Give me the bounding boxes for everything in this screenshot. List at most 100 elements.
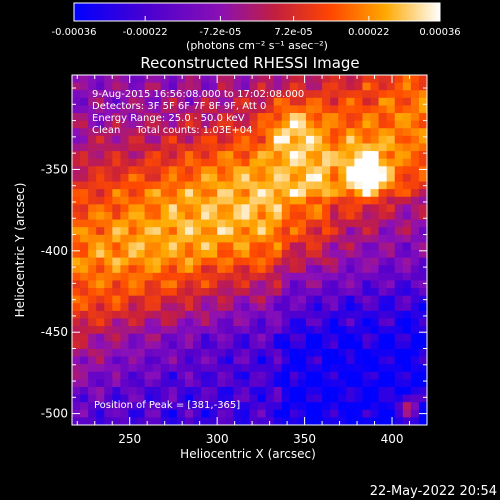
heatmap-cell <box>104 250 113 259</box>
heatmap-cell <box>104 295 113 304</box>
heatmap-cell <box>394 151 404 160</box>
heatmap-cell <box>322 402 331 411</box>
heatmap-cell <box>257 120 267 129</box>
heatmap-cell <box>386 105 396 114</box>
heatmap-cell <box>80 409 89 418</box>
heatmap-cell <box>322 303 331 312</box>
heatmap-cell <box>128 151 138 160</box>
heatmap-cell <box>297 90 307 99</box>
heatmap-cell <box>72 295 81 304</box>
heatmap-cell <box>128 173 138 183</box>
heatmap-cell <box>265 250 275 259</box>
heatmap-cell <box>209 135 218 145</box>
heatmap-cell <box>201 128 210 137</box>
heatmap-cell <box>184 326 194 335</box>
heatmap-cell <box>402 402 412 411</box>
heatmap-cell <box>217 242 226 251</box>
heatmap-cell <box>370 394 380 403</box>
heatmap-cell <box>209 280 218 289</box>
heatmap-cell <box>241 288 251 297</box>
heatmap-cell <box>225 181 234 190</box>
heatmap-cell <box>233 120 243 129</box>
heatmap-cell <box>330 90 339 99</box>
heatmap-cell <box>225 120 234 129</box>
heatmap-cell <box>201 219 210 228</box>
heatmap-cell <box>394 394 404 403</box>
heatmap-cell <box>217 173 226 183</box>
heatmap-cell <box>410 250 420 259</box>
heatmap-cell <box>297 386 307 396</box>
heatmap-cell <box>402 341 412 350</box>
heatmap-cell <box>418 113 427 122</box>
heatmap-cell <box>120 318 130 327</box>
heatmap-cell <box>233 356 243 365</box>
heatmap-cell <box>346 120 355 129</box>
heatmap-cell <box>201 310 210 320</box>
heatmap-cell <box>370 82 380 91</box>
heatmap-cell <box>257 166 267 175</box>
heatmap-cell <box>370 90 380 99</box>
heatmap-cell <box>289 295 299 304</box>
heatmap-cell <box>418 181 427 190</box>
heatmap-cell <box>305 97 315 107</box>
heatmap-cell <box>241 394 251 403</box>
heatmap-cell <box>233 250 243 259</box>
heatmap-cell <box>354 120 364 129</box>
heatmap-cell <box>289 158 299 167</box>
heatmap-cell <box>201 211 210 221</box>
heatmap-cell <box>314 288 323 297</box>
heatmap-cell <box>225 303 234 312</box>
heatmap-cell <box>80 303 89 312</box>
heatmap-cell <box>370 242 380 251</box>
heatmap-cell <box>354 272 364 282</box>
heatmap-cell <box>322 250 331 259</box>
heatmap-cell <box>168 265 178 274</box>
heatmap-cell <box>386 189 396 198</box>
heatmap-cell <box>314 402 323 411</box>
heatmap-cell <box>402 234 412 243</box>
heatmap-cell <box>241 348 251 358</box>
heatmap-cell <box>273 166 283 175</box>
heatmap-cell <box>305 189 315 198</box>
heatmap-cell <box>289 143 299 152</box>
heatmap-cell <box>152 371 162 380</box>
heatmap-cell <box>184 333 194 342</box>
heatmap-cell <box>80 75 89 84</box>
heatmap-cell <box>72 120 81 129</box>
heatmap-cell <box>120 250 130 259</box>
y-tick-label: -500 <box>41 407 68 421</box>
heatmap-cell <box>209 120 218 129</box>
heatmap-cell <box>410 295 420 304</box>
heatmap-cell <box>144 219 154 228</box>
heatmap-cell <box>88 189 97 198</box>
heatmap-cell <box>80 204 89 213</box>
heatmap-cell <box>88 257 97 266</box>
heatmap-cell <box>402 211 412 221</box>
heatmap-cell <box>338 219 347 228</box>
heatmap-cell <box>193 386 202 396</box>
heatmap-cell <box>289 379 299 388</box>
heatmap-cell <box>305 257 315 266</box>
heatmap-cell <box>338 295 347 304</box>
heatmap-cell <box>152 356 162 365</box>
heatmap-cell <box>281 75 291 84</box>
heatmap-cell <box>394 227 404 236</box>
heatmap-cell <box>217 120 226 129</box>
heatmap-cell <box>104 333 113 342</box>
heatmap-cell <box>168 143 178 152</box>
heatmap-cell <box>225 196 234 205</box>
heatmap-cell <box>305 356 315 365</box>
heatmap-cell <box>176 265 186 274</box>
heatmap-cell <box>80 371 89 380</box>
heatmap-cell <box>257 75 267 84</box>
heatmap-cell <box>80 196 89 205</box>
heatmap-cell <box>96 364 105 373</box>
heatmap-cell <box>144 128 154 137</box>
heatmap-cell <box>257 135 267 145</box>
heatmap-cell <box>225 341 234 350</box>
heatmap-cell <box>265 303 275 312</box>
heatmap-cell <box>289 356 299 365</box>
heatmap-cell <box>120 234 130 243</box>
heatmap-cell <box>418 250 427 259</box>
heatmap-cell <box>273 234 283 243</box>
